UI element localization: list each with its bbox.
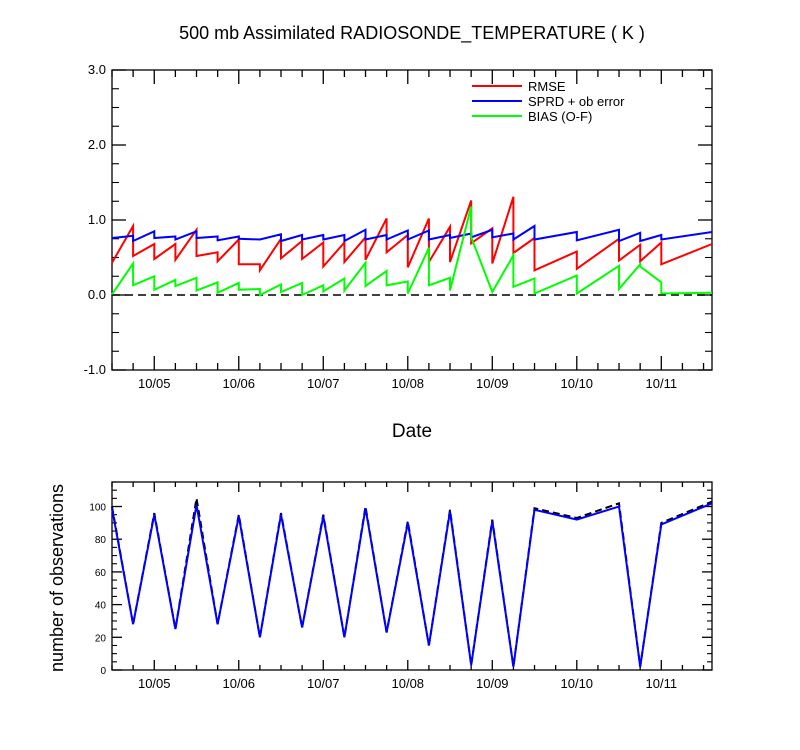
x-tick-label: 10/10 [561, 376, 594, 391]
y-tick-label: 100 [89, 503, 106, 514]
x-axis-label: Date [392, 421, 432, 442]
x-tick-label: 10/06 [222, 376, 255, 391]
x-tick-label: 10/09 [476, 376, 509, 391]
legend-label: RMSE [528, 79, 566, 94]
y-tick-label: -1.0 [84, 362, 106, 377]
y-axis-label-observations: number of observations [47, 484, 67, 672]
y-tick-label: 3.0 [88, 62, 106, 77]
legend-label: BIAS (O-F) [528, 109, 592, 124]
y-tick-label: 80 [95, 535, 107, 546]
series-line-rmse [111, 196, 713, 274]
bottom-plot: 10/05 10/06 10/07 10/08 10/09 10/10 10/11 100 80… [89, 481, 713, 691]
series-line-bias-o-f [111, 206, 713, 297]
x-tick-label: 10/08 [392, 676, 425, 691]
x-tick-label: 10/05 [138, 676, 171, 691]
x-tick-label: 10/05 [138, 376, 171, 391]
x-tick-label: 10/10 [561, 676, 594, 691]
legend-label: SPRD + ob error [528, 94, 625, 109]
plot-frame [111, 69, 713, 371]
x-tick-label: 10/06 [222, 676, 255, 691]
series-line-sprd-ob-error [111, 224, 713, 243]
y-tick-label: 2.0 [88, 137, 106, 152]
top-plot: 10/05 10/06 10/07 10/08 10/09 10/10 10/11 3.0 2.… [84, 62, 713, 391]
y-tick-label: 0 [100, 666, 106, 677]
y-tick-label: 20 [95, 633, 107, 644]
y-tick-label: 1.0 [88, 212, 106, 227]
x-tick-label: 10/09 [476, 676, 509, 691]
x-tick-label: 10/08 [392, 376, 425, 391]
plot-frame [111, 481, 713, 671]
observation-line-2 [111, 502, 713, 667]
y-tick-label: 40 [95, 601, 107, 612]
y-tick-label: 60 [95, 568, 107, 579]
x-tick-label: 10/11 [646, 376, 678, 391]
x-tick-label: 10/07 [307, 376, 340, 391]
x-tick-label: 10/07 [307, 676, 340, 691]
y-tick-label: 0.0 [88, 287, 106, 302]
chart-title: 500 mb Assimilated RADIOSONDE_TEMPERATUR… [179, 23, 645, 44]
x-tick-label: 10/11 [646, 676, 678, 691]
